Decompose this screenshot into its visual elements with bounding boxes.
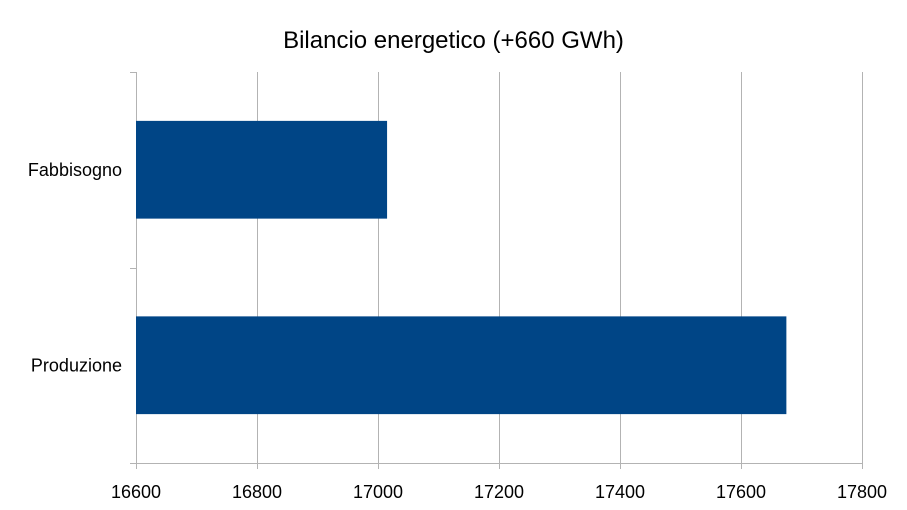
bar-produzione: [136, 316, 787, 415]
x-tick-label-3: 17200: [474, 482, 524, 502]
bar-fabbisogno: [136, 120, 388, 219]
category-label-fabbisogno: Fabbisogno: [28, 160, 122, 180]
x-tick-label-6: 17800: [837, 482, 887, 502]
category-label-produzione: Produzione: [31, 355, 122, 375]
chart-title: Bilancio energetico (+660 GWh): [283, 27, 624, 54]
x-tick-label-5: 17600: [716, 482, 766, 502]
x-tick-label-4: 17400: [595, 482, 645, 502]
x-tick-label-2: 17000: [353, 482, 403, 502]
x-tick-label-1: 16800: [232, 482, 282, 502]
x-tick-label-0: 16600: [111, 482, 161, 502]
